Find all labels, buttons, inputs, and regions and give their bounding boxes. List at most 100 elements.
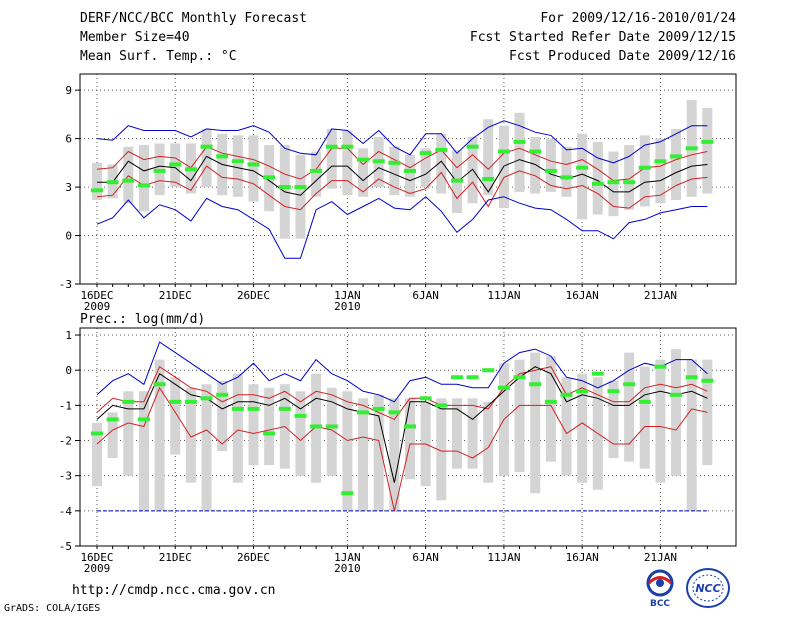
x-tick-label: 21DEC [159, 551, 192, 564]
spread-box [639, 366, 650, 469]
spread-box [483, 119, 494, 196]
spread-box [514, 359, 525, 473]
median-marker [137, 183, 150, 188]
spread-box [326, 128, 337, 189]
spread-box [342, 130, 353, 196]
spread-box [358, 148, 369, 197]
spread-box [577, 373, 588, 483]
median-marker [497, 385, 510, 390]
median-marker [122, 399, 135, 404]
y-tick-label: -2 [59, 435, 72, 448]
median-marker [560, 392, 573, 397]
median-marker [169, 162, 182, 167]
y-tick-label: -4 [59, 505, 73, 518]
started-refer-date-label: Fcst Started Refer Date 2009/12/15 [469, 30, 736, 45]
x-tick-label: 26DEC [237, 289, 270, 302]
median-marker [91, 188, 103, 193]
x-tick-sublabel: 2009 [84, 300, 111, 313]
spread-box [185, 387, 196, 483]
spread-box [217, 380, 228, 452]
median-marker [91, 431, 103, 436]
y-tick-label: 1 [65, 329, 72, 342]
median-marker [497, 149, 510, 154]
median-marker [278, 185, 291, 190]
median-marker [325, 144, 338, 149]
median-marker [591, 371, 604, 376]
series-line-lower [96, 165, 708, 211]
x-tick-label: 1JAN [334, 289, 361, 302]
series-line-upper [96, 146, 708, 182]
median-marker [341, 491, 354, 496]
median-marker [137, 417, 150, 422]
median-marker [169, 399, 182, 404]
median-marker [325, 424, 338, 429]
x-tick-label: 16JAN [566, 289, 599, 302]
median-marker [654, 364, 667, 369]
median-marker [310, 424, 323, 429]
median-marker [247, 406, 260, 411]
spread-box [592, 141, 603, 215]
spread-box [342, 391, 353, 511]
spread-box [201, 128, 212, 188]
x-tick-label: 16DEC [80, 551, 113, 564]
spread-box [467, 398, 478, 469]
median-marker [388, 160, 401, 165]
spread-box [264, 387, 275, 466]
median-marker [372, 159, 385, 164]
x-tick-label: 16JAN [566, 551, 599, 564]
spread-box [123, 391, 134, 476]
median-marker [263, 175, 276, 180]
spread-box [420, 148, 431, 188]
source-url[interactable]: http://cmdp.ncc.cma.gov.cn [72, 583, 276, 598]
median-marker [231, 406, 244, 411]
bcc-logo-icon: BCC [646, 569, 674, 608]
median-marker [247, 162, 260, 167]
produced-date-label: Fcst Produced Date 2009/12/16 [509, 49, 736, 64]
panel-title-precip: Prec.: log(mm/d) [80, 312, 205, 327]
series-line-mean [96, 366, 708, 483]
median-marker [357, 157, 370, 162]
x-tick-label: 26DEC [237, 551, 270, 564]
spread-box [671, 128, 682, 200]
median-marker [670, 154, 683, 159]
median-marker [450, 375, 463, 380]
y-tick-label: -3 [59, 470, 72, 483]
y-tick-label: 0 [65, 364, 72, 377]
x-tick-sublabel: 2009 [84, 562, 111, 575]
spread-box [138, 145, 149, 212]
median-marker [122, 178, 135, 183]
median-marker [310, 168, 323, 173]
median-marker [701, 139, 714, 144]
ncc-logo-text: NCC [695, 582, 720, 595]
spread-box [123, 146, 134, 204]
median-marker [419, 151, 432, 156]
y-tick-label: -3 [59, 278, 72, 291]
y-tick-label: 3 [65, 181, 72, 194]
median-marker [670, 392, 683, 397]
median-marker [466, 375, 479, 380]
spread-box [107, 412, 118, 459]
spread-box [373, 394, 384, 511]
spread-box [608, 380, 619, 459]
y-tick-label: -1 [59, 399, 72, 412]
spread-box [702, 107, 713, 194]
median-marker [153, 382, 166, 387]
median-marker [216, 154, 229, 159]
spread-box [545, 356, 556, 462]
median-marker [341, 144, 354, 149]
median-marker [372, 406, 385, 411]
spread-box [248, 384, 259, 466]
spread-box [154, 359, 165, 511]
spread-box [405, 154, 415, 197]
chart-title: DERF/NCC/BCC Monthly Forecast [80, 11, 307, 26]
spread-box [436, 398, 447, 501]
median-marker [184, 399, 197, 404]
y-tick-label: 6 [65, 133, 72, 146]
spread-box [530, 352, 541, 494]
median-marker [701, 378, 714, 383]
spread-box [232, 135, 243, 197]
spread-box [92, 422, 102, 487]
series-line-min [96, 196, 708, 259]
series-line-max [96, 120, 708, 164]
